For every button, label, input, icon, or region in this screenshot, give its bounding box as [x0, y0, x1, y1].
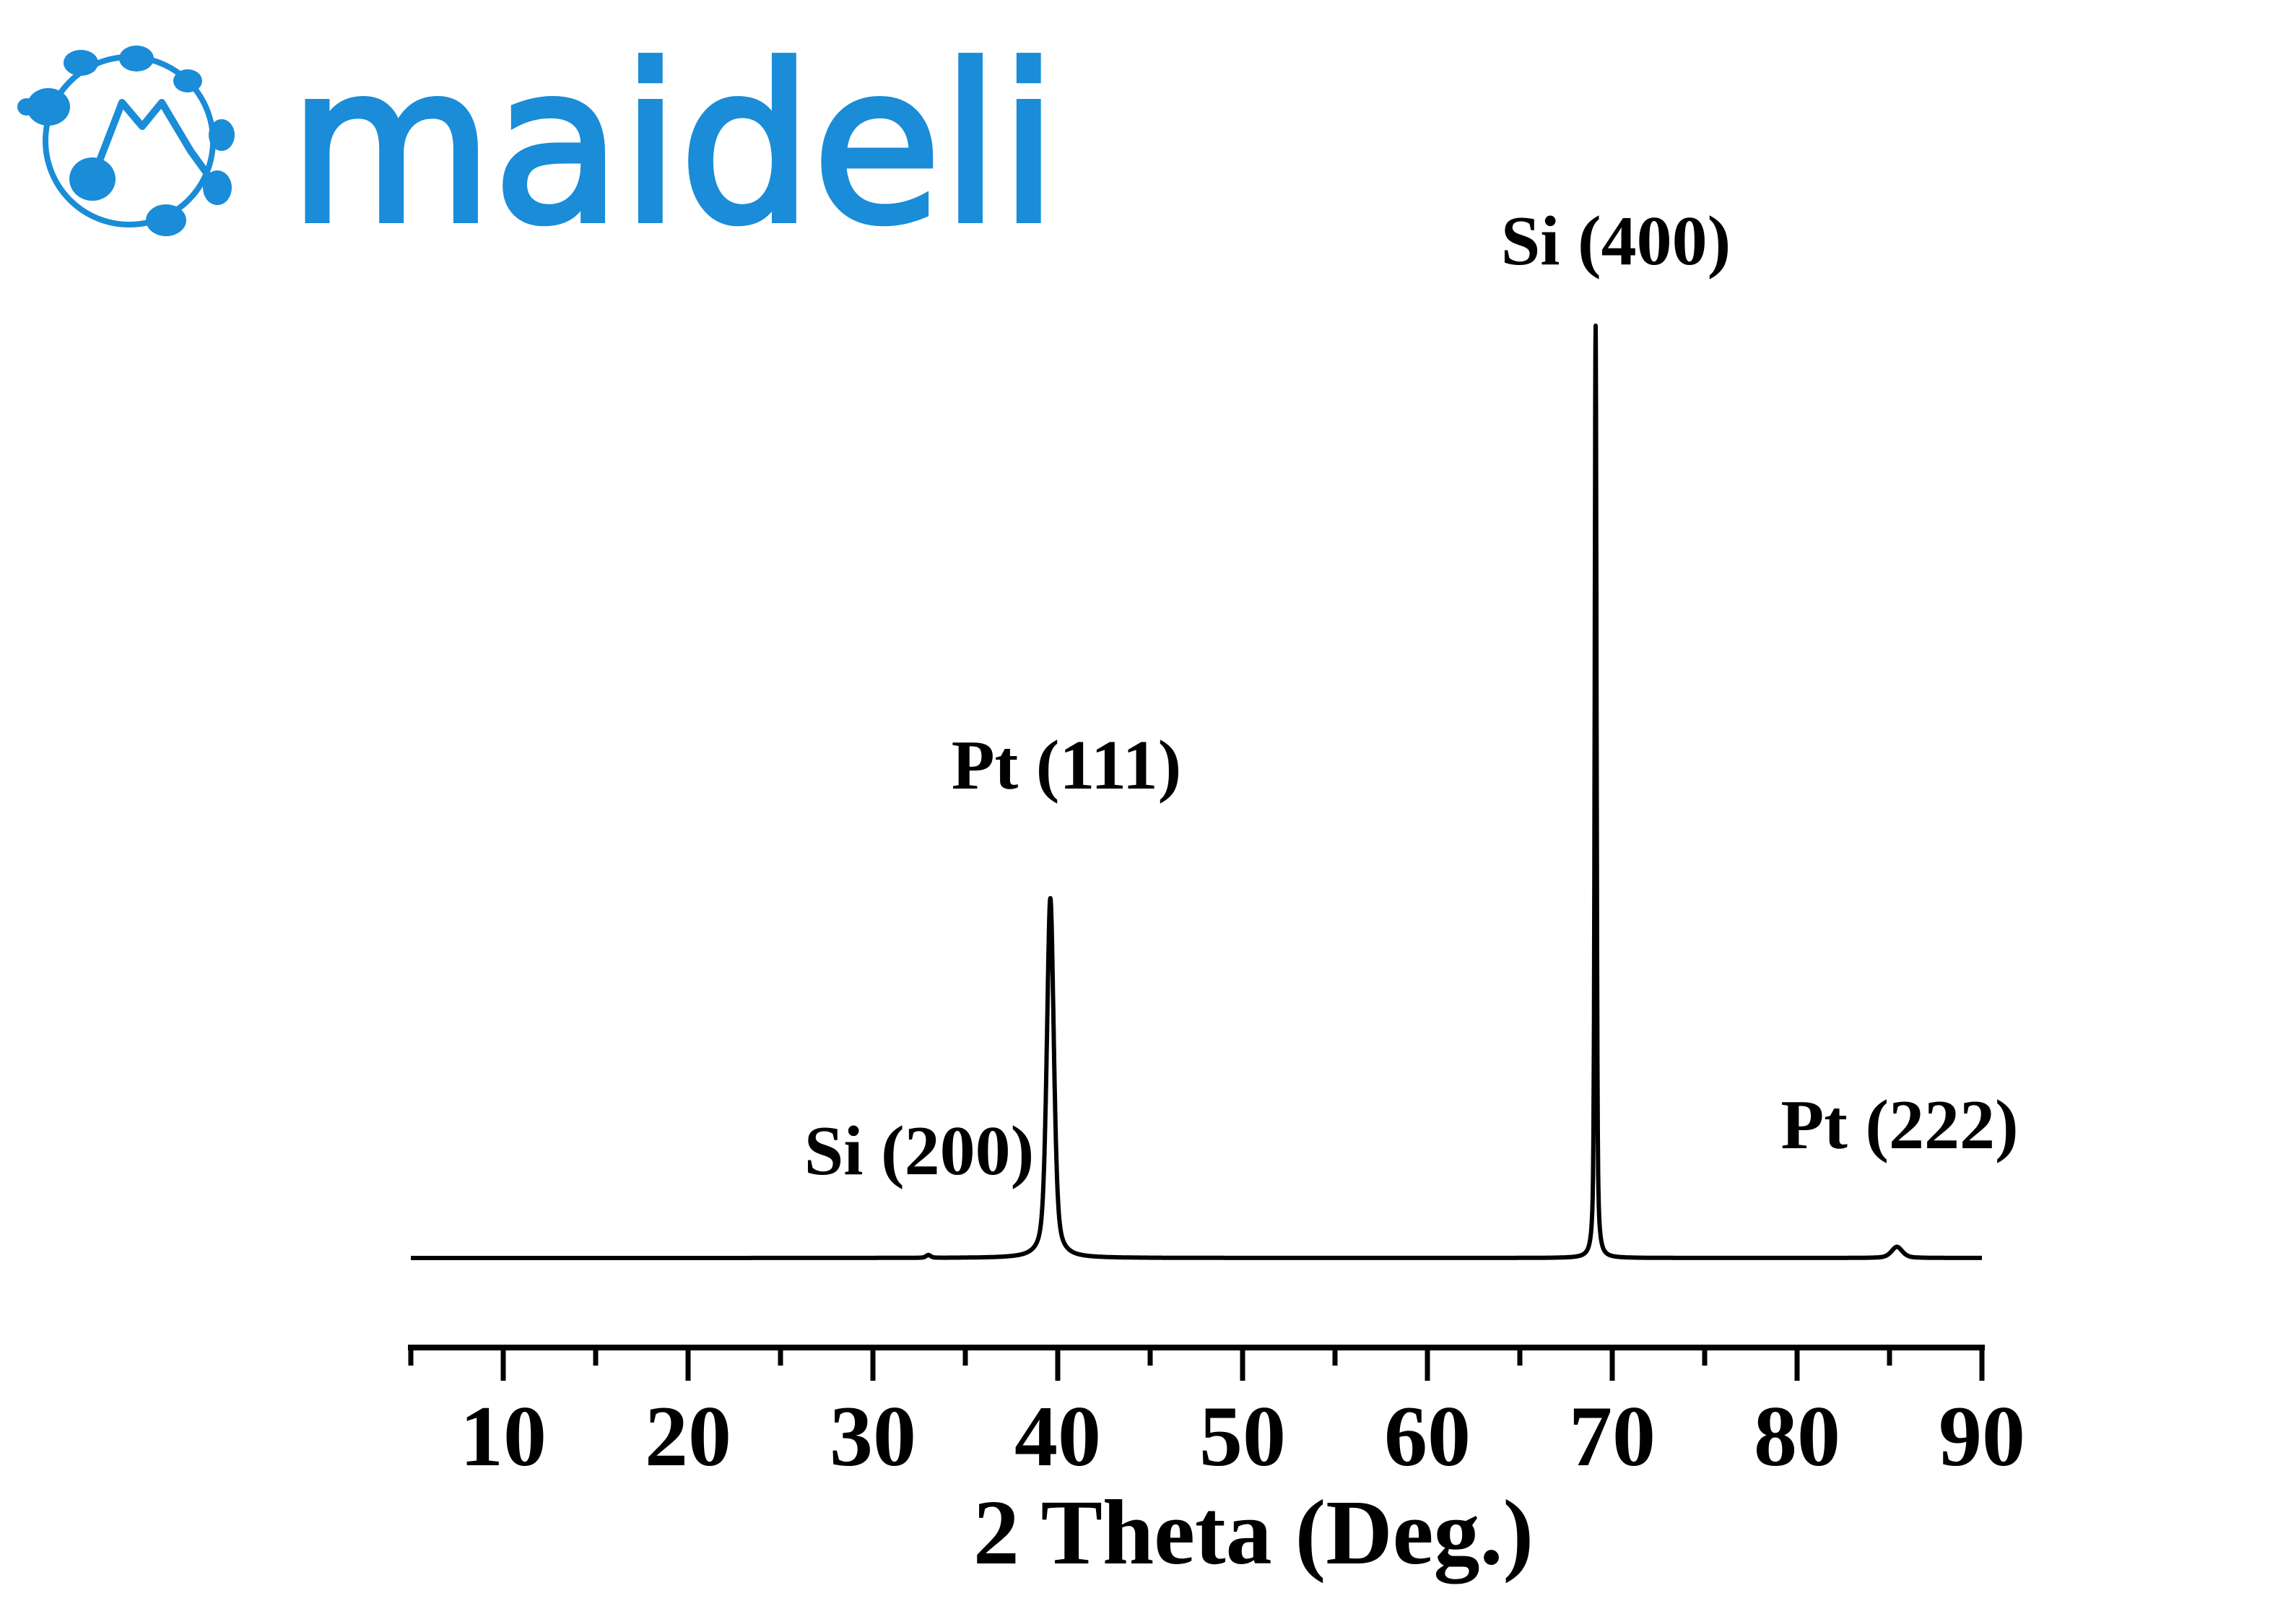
x-tick-label: 80	[1754, 1388, 1840, 1484]
x-axis-ticks	[408, 1348, 1985, 1381]
x-tick-label: 90	[1939, 1388, 2025, 1484]
logo-wordmark: maideli	[289, 19, 1058, 272]
logo-dot	[17, 98, 36, 116]
x-tick-label: 40	[1014, 1388, 1101, 1484]
logo-dot	[209, 119, 235, 151]
peak-label-pt-111: Pt (111)	[952, 726, 1181, 804]
logo-dot	[69, 157, 116, 201]
peak-label-si-400: Si (400)	[1501, 202, 1731, 280]
maideli-logo: maideli	[17, 17, 1061, 274]
x-tick-label: 50	[1199, 1388, 1286, 1484]
logo-dot	[27, 88, 70, 126]
maideli-logo-icon	[17, 45, 235, 236]
peak-label-pt-222: Pt (222)	[1780, 1086, 2018, 1164]
peak-label-si-200: Si (200)	[804, 1112, 1035, 1190]
logo-dot	[173, 69, 202, 92]
x-tick-label: 20	[645, 1388, 731, 1484]
xrd-pattern-line	[409, 324, 1984, 1260]
x-axis: 10 20 30 40 50 60 70 80 90 2 Theta (Deg.)	[408, 1345, 2025, 1584]
plot-area	[409, 324, 1984, 1260]
x-tick-label: 30	[830, 1388, 916, 1484]
logo-dot	[64, 50, 98, 76]
logo-dot	[203, 170, 232, 205]
x-tick-label: 70	[1569, 1388, 1656, 1484]
logo-dot	[146, 204, 186, 236]
x-axis-tick-labels: 10 20 30 40 50 60 70 80 90	[460, 1388, 2025, 1484]
x-tick-label: 60	[1384, 1388, 1471, 1484]
x-axis-title: 2 Theta (Deg.)	[973, 1481, 1534, 1584]
logo-dot	[119, 45, 154, 71]
x-tick-label: 10	[460, 1388, 547, 1484]
logo-zigzag	[89, 99, 221, 190]
